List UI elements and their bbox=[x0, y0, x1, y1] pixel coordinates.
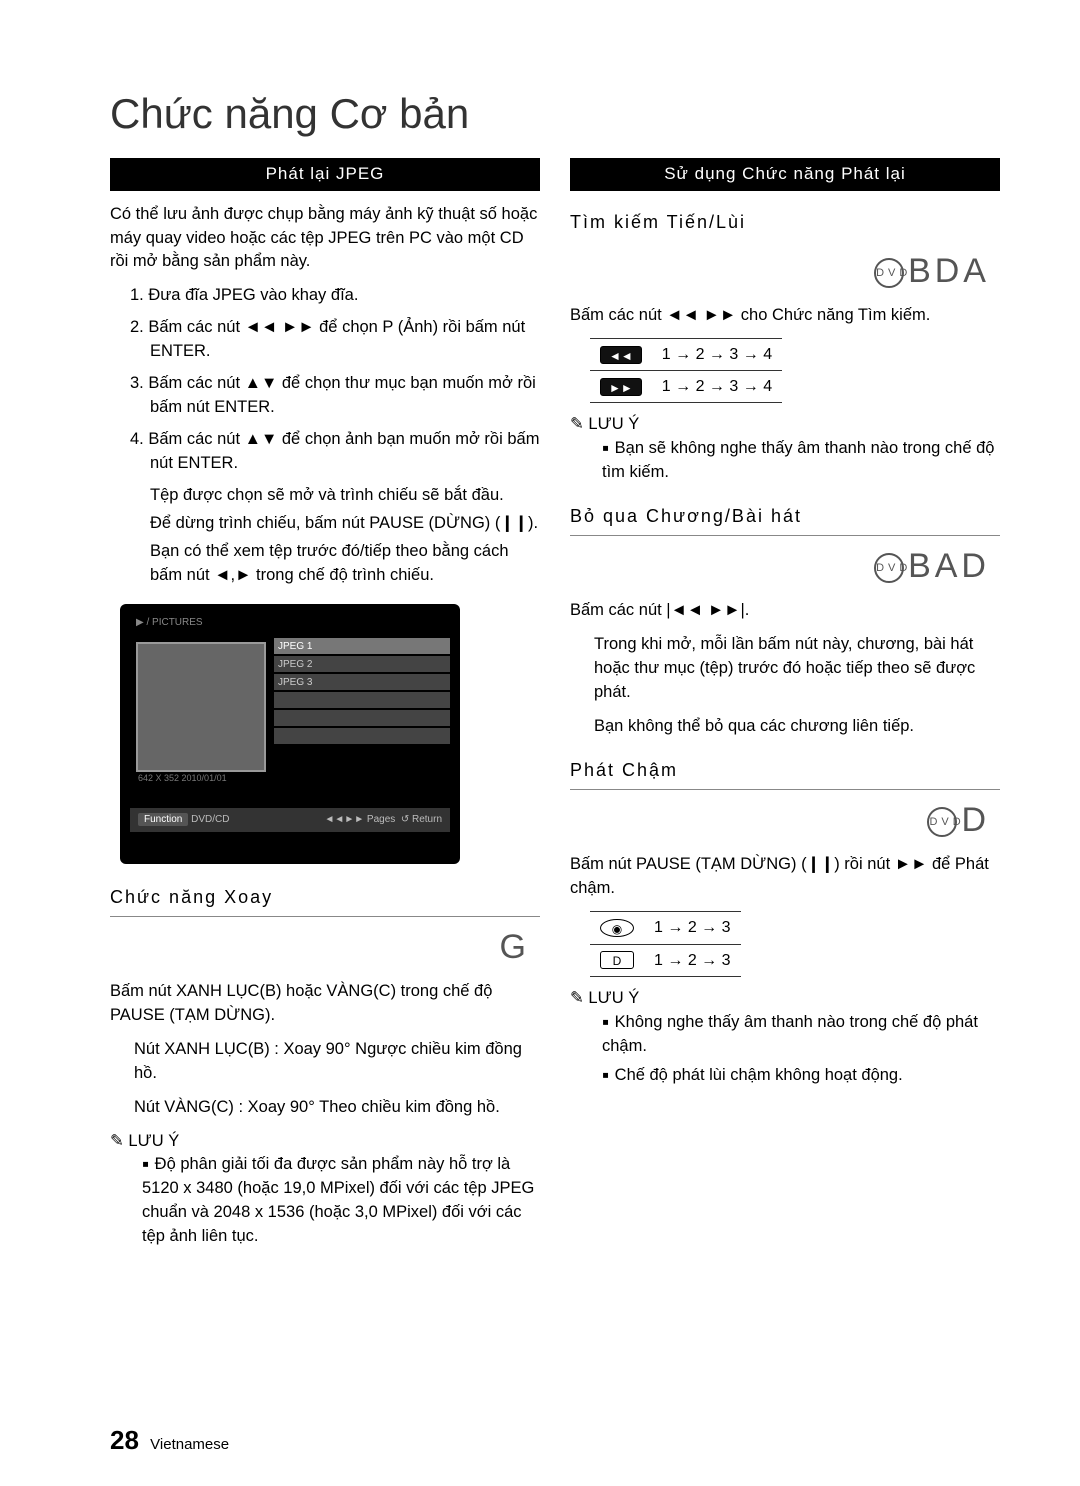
note-label-text: LƯU Ý bbox=[588, 415, 639, 433]
seq: 3 bbox=[722, 952, 731, 969]
skip-p2: Bạn không thể bỏ qua các chương liên tiế… bbox=[570, 715, 1000, 739]
seq: 2 bbox=[688, 952, 717, 969]
format-letters: BDA bbox=[908, 252, 990, 290]
table-row: D 1 2 3 bbox=[590, 944, 741, 976]
tv-path: ▶ / PICTURES bbox=[130, 614, 450, 633]
slow-body: Bấm nút PAUSE (TẠM DỪNG) (❙❙) rồi nút ►►… bbox=[570, 853, 1000, 901]
right-column: Sử dụng Chức năng Phát lại Tìm kiếm Tiến… bbox=[570, 158, 1000, 1255]
note-body: ▪ Không nghe thấy âm thanh nào trong chế… bbox=[570, 1011, 1000, 1059]
seq: 3 bbox=[722, 919, 731, 936]
page-language: Vietnamese bbox=[150, 1436, 229, 1453]
forward-icon: ►► bbox=[600, 378, 642, 396]
step: 1. Đưa đĩa JPEG vào khay đĩa. bbox=[130, 284, 540, 308]
tv-function-val: DVD/CD bbox=[191, 814, 229, 825]
seq: 2 bbox=[688, 919, 717, 936]
note-text: Bạn sẽ không nghe thấy âm thanh nào tron… bbox=[602, 439, 994, 481]
dvd-icon: DVD bbox=[927, 807, 957, 837]
page-number: 28 bbox=[110, 1425, 139, 1455]
seq: 2 bbox=[696, 378, 725, 395]
note-label: LƯU Ý bbox=[570, 413, 1000, 437]
page-footer: 28 Vietnamese bbox=[110, 1425, 229, 1456]
substep: Để dừng trình chiếu, bấm nút PAUSE (DỪNG… bbox=[110, 512, 540, 536]
tv-function-btn: Function bbox=[138, 813, 188, 826]
seq: 3 bbox=[729, 378, 758, 395]
note-label: LƯU Ý bbox=[110, 1130, 540, 1154]
note-body: ▪ Độ phân giải tối đa được sản phẩm này … bbox=[110, 1153, 540, 1249]
disc-icon: ◉ bbox=[600, 919, 634, 937]
table-row: ◉ 1 2 3 bbox=[590, 912, 741, 944]
page-title: Chức năng Cơ bản bbox=[110, 90, 1000, 138]
tv-thumbnail bbox=[136, 642, 266, 772]
list-item: JPEG 1 bbox=[274, 638, 450, 654]
note-body: ▪ Bạn sẽ không nghe thấy âm thanh nào tr… bbox=[570, 437, 1000, 485]
tv-file-list: JPEG 1 JPEG 2 JPEG 3 bbox=[274, 638, 450, 808]
list-item bbox=[274, 728, 450, 744]
slow-icons: DVDD bbox=[570, 796, 1000, 845]
rotate-heading: Chức năng Xoay bbox=[110, 884, 540, 917]
skip-body: Bấm các nút |◄◄ ►►|. bbox=[570, 599, 1000, 623]
list-item: JPEG 2 bbox=[274, 656, 450, 672]
rotate-yellow: Nút VÀNG(C) : Xoay 90° Theo chiều kim đồ… bbox=[110, 1096, 540, 1120]
slow-heading-text: Phát Chậm bbox=[570, 760, 678, 780]
search-body: Bấm các nút ◄◄ ►► cho Chức năng Tìm kiếm… bbox=[570, 304, 1000, 328]
intro-text: Có thể lưu ảnh được chụp bằng máy ảnh kỹ… bbox=[110, 203, 540, 275]
steps-list: 1. Đưa đĩa JPEG vào khay đĩa. 2. Bấm các… bbox=[110, 284, 540, 475]
step: 3. Bấm các nút ▲▼ để chọn thư mục bạn mu… bbox=[130, 372, 540, 420]
bullet-icon: ▪ bbox=[602, 438, 615, 460]
search-icons: DVDBDA bbox=[570, 247, 1000, 296]
rotate-body: Bấm nút XANH LỤC(B) hoặc VÀNG(C) trong c… bbox=[110, 980, 540, 1028]
tv-meta: 642 X 352 2010/01/01 bbox=[130, 772, 266, 785]
seq: 1 bbox=[654, 952, 683, 969]
table-row: ►► 1 2 3 4 bbox=[590, 371, 782, 403]
search-heading: Tìm kiếm Tiến/Lùi bbox=[570, 209, 1000, 241]
note-text: Không nghe thấy âm thanh nào trong chế đ… bbox=[602, 1013, 978, 1055]
note-label-text: LƯU Ý bbox=[588, 989, 639, 1007]
list-item: JPEG 3 bbox=[274, 674, 450, 690]
seq: 1 bbox=[662, 378, 691, 395]
substep: Tệp được chọn sẽ mở và trình chiếu sẽ bắ… bbox=[110, 484, 540, 508]
tv-return: ↺ Return bbox=[401, 814, 442, 825]
slow-heading: Phát Chậm bbox=[570, 757, 1000, 790]
slow-speed-table: ◉ 1 2 3 D 1 2 3 bbox=[590, 911, 741, 976]
left-section-bar: Phát lại JPEG bbox=[110, 158, 540, 191]
table-row: ◄◄ 1 2 3 4 bbox=[590, 338, 782, 370]
note-label: LƯU Ý bbox=[570, 987, 1000, 1011]
substep: Bạn có thể xem tệp trước đó/tiếp theo bằ… bbox=[110, 540, 540, 588]
dvd-icon: DVD bbox=[874, 553, 904, 583]
right-section-bar: Sử dụng Chức năng Phát lại bbox=[570, 158, 1000, 191]
seq: 1 bbox=[662, 346, 691, 363]
seq: 4 bbox=[763, 346, 772, 363]
seq: 3 bbox=[729, 346, 758, 363]
search-speed-table: ◄◄ 1 2 3 4 ►► 1 2 3 4 bbox=[590, 338, 782, 403]
seq: 1 bbox=[654, 919, 683, 936]
bullet-icon: ▪ bbox=[602, 1011, 615, 1033]
note-text: Độ phân giải tối đa được sản phẩm này hỗ… bbox=[142, 1155, 534, 1245]
d-icon: D bbox=[600, 951, 634, 969]
dvd-icon: DVD bbox=[874, 258, 904, 288]
note-body: ▪ Chế độ phát lùi chậm không hoạt động. bbox=[570, 1064, 1000, 1088]
tv-pages: ◄◄►► Pages bbox=[325, 814, 396, 825]
tv-screenshot: ▶ / PICTURES 642 X 352 2010/01/01 JPEG 1… bbox=[120, 604, 460, 864]
left-column: Phát lại JPEG Có thể lưu ảnh được chụp b… bbox=[110, 158, 540, 1255]
note-label-text: LƯU Ý bbox=[128, 1132, 179, 1150]
skip-icons: DVDBAD bbox=[570, 542, 1000, 591]
rotate-icon: G bbox=[110, 923, 540, 972]
list-item bbox=[274, 692, 450, 708]
bullet-icon: ▪ bbox=[142, 1154, 155, 1176]
seq: 2 bbox=[696, 346, 725, 363]
skip-heading: Bỏ qua Chương/Bài hát bbox=[570, 503, 1000, 536]
format-letters: BAD bbox=[908, 547, 990, 585]
seq: 4 bbox=[763, 378, 772, 395]
list-item bbox=[274, 710, 450, 726]
step: 4. Bấm các nút ▲▼ để chọn ảnh bạn muốn m… bbox=[130, 428, 540, 476]
note-text: Chế độ phát lùi chậm không hoạt động. bbox=[615, 1066, 903, 1084]
skip-p1: Trong khi mở, mỗi lần bấm nút này, chươn… bbox=[570, 633, 1000, 705]
step: 2. Bấm các nút ◄◄ ►► để chọn P (Ảnh) rồi… bbox=[130, 316, 540, 364]
format-letters: D bbox=[961, 801, 990, 839]
rotate-heading-text: Chức năng Xoay bbox=[110, 887, 273, 907]
rewind-icon: ◄◄ bbox=[600, 346, 642, 364]
rotate-green: Nút XANH LỤC(B) : Xoay 90° Ngược chiều k… bbox=[110, 1038, 540, 1086]
bullet-icon: ▪ bbox=[602, 1065, 615, 1087]
